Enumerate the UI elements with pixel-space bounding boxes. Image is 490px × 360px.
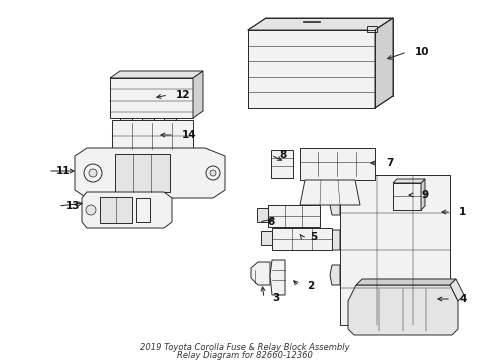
Bar	[112, 120, 193, 152]
Bar	[164, 118, 176, 126]
Bar	[340, 175, 450, 325]
Circle shape	[210, 170, 216, 176]
Bar	[268, 205, 320, 227]
Text: 6: 6	[267, 217, 274, 227]
Polygon shape	[330, 195, 340, 215]
Text: 8: 8	[279, 150, 286, 160]
Bar	[136, 198, 150, 222]
Text: 11: 11	[56, 166, 71, 176]
Polygon shape	[330, 265, 340, 285]
Bar	[120, 118, 132, 126]
Polygon shape	[348, 285, 458, 335]
Polygon shape	[375, 18, 393, 108]
Polygon shape	[75, 148, 225, 198]
Text: 7: 7	[386, 158, 393, 168]
Polygon shape	[110, 78, 193, 118]
Text: 12: 12	[176, 90, 191, 100]
Bar	[300, 148, 375, 180]
Text: Relay Diagram for 82660-12360: Relay Diagram for 82660-12360	[177, 351, 313, 360]
Bar	[367, 26, 377, 32]
Bar	[261, 231, 272, 245]
Text: 14: 14	[182, 130, 196, 140]
Polygon shape	[248, 18, 393, 30]
Polygon shape	[393, 179, 425, 183]
Text: 2: 2	[307, 281, 314, 291]
Bar	[100, 197, 132, 223]
Text: 4: 4	[459, 294, 466, 304]
Polygon shape	[270, 260, 285, 295]
Bar	[271, 150, 293, 178]
Circle shape	[84, 164, 102, 182]
Polygon shape	[82, 192, 172, 228]
Bar	[115, 154, 170, 192]
Polygon shape	[330, 230, 340, 250]
Bar	[257, 208, 268, 222]
Text: 13: 13	[66, 201, 80, 211]
Circle shape	[86, 205, 96, 215]
Polygon shape	[193, 71, 203, 118]
Polygon shape	[421, 179, 425, 210]
Polygon shape	[248, 30, 375, 108]
Text: 9: 9	[421, 190, 428, 200]
Text: 5: 5	[310, 232, 317, 242]
Circle shape	[206, 166, 220, 180]
Text: 1: 1	[459, 207, 466, 217]
Polygon shape	[251, 262, 270, 285]
Polygon shape	[356, 279, 456, 285]
Text: 10: 10	[415, 47, 430, 57]
Polygon shape	[450, 279, 464, 301]
Polygon shape	[300, 180, 360, 205]
Circle shape	[89, 169, 97, 177]
Text: 2019 Toyota Corolla Fuse & Relay Block Assembly: 2019 Toyota Corolla Fuse & Relay Block A…	[140, 343, 350, 352]
Bar	[393, 183, 421, 210]
Bar	[272, 228, 332, 250]
Bar	[142, 118, 154, 126]
Polygon shape	[110, 71, 203, 78]
Text: 3: 3	[272, 293, 279, 303]
